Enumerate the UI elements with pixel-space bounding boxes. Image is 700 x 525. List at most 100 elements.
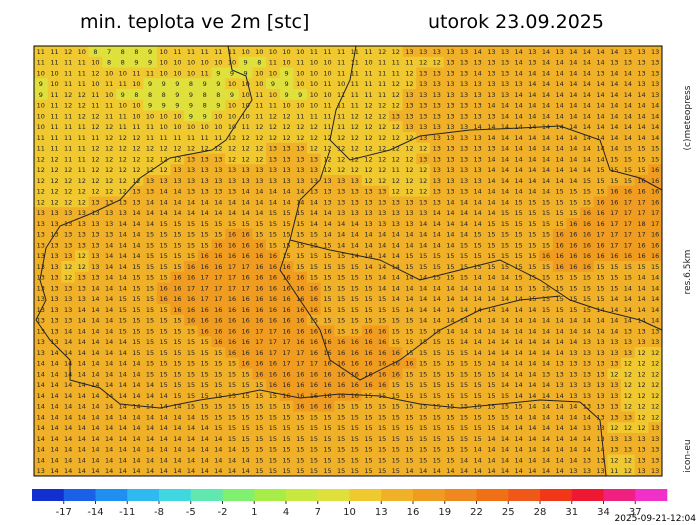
cell-value: 15 <box>446 349 454 357</box>
cell-value: 16 <box>173 306 181 314</box>
cell-value: 14 <box>596 446 604 454</box>
map-title: min. teplota ve 2m [stc] <box>80 11 309 33</box>
temperature-cell <box>74 67 89 79</box>
cell-value: 13 <box>460 123 468 131</box>
temperature-cell <box>238 271 253 283</box>
cell-value: 15 <box>501 263 509 271</box>
temperature-cell <box>88 196 103 208</box>
cell-value: 16 <box>596 209 604 217</box>
temperature-cell <box>429 164 444 176</box>
cell-value: 8 <box>162 91 166 99</box>
temperature-cell <box>621 325 635 337</box>
temperature-cell <box>470 175 485 187</box>
temperature-cell <box>402 46 417 58</box>
temperature-cell <box>580 207 595 219</box>
temperature-cell <box>607 261 622 273</box>
cell-value: 9 <box>230 91 234 99</box>
temperature-cell <box>539 314 554 326</box>
temperature-cell <box>634 379 649 391</box>
temperature-cell <box>539 110 554 122</box>
cell-value: 14 <box>487 284 495 292</box>
cell-value: 14 <box>146 381 154 389</box>
temperature-cell <box>74 121 89 133</box>
cell-value: 14 <box>460 456 468 464</box>
cell-value: 15 <box>405 403 413 411</box>
cell-value: 13 <box>78 295 86 303</box>
temperature-cell <box>34 282 48 294</box>
temperature-cell <box>197 175 212 187</box>
temperature-cell <box>498 433 513 445</box>
temperature-cell <box>416 465 431 477</box>
cell-value: 13 <box>596 403 604 411</box>
cell-value: 15 <box>323 317 331 325</box>
cell-value: 12 <box>378 145 386 153</box>
cell-value: 14 <box>528 145 536 153</box>
temperature-cell <box>375 454 390 466</box>
cell-value: 14 <box>624 80 632 88</box>
temperature-cell <box>252 56 267 68</box>
cell-value: 15 <box>487 220 495 228</box>
temperature-cell <box>307 390 321 402</box>
temperature-cell <box>238 336 253 348</box>
temperature-cell <box>252 304 267 316</box>
country-borders <box>35 45 663 477</box>
cell-value: 8 <box>134 48 138 56</box>
cell-value: 15 <box>160 252 168 260</box>
temperature-cell <box>320 293 335 305</box>
temperature-cell <box>457 250 472 262</box>
cell-value: 12 <box>378 102 386 110</box>
temperature-cell <box>484 443 499 455</box>
cell-value: 14 <box>651 274 659 282</box>
cell-value: 15 <box>596 263 604 271</box>
cell-value: 15 <box>351 295 359 303</box>
temperature-cell <box>320 368 335 380</box>
temperature-cell <box>184 121 199 133</box>
temperature-cell <box>429 175 444 187</box>
temperature-cell <box>129 325 144 337</box>
temperature-cell <box>388 304 403 316</box>
cell-value: 12 <box>91 155 99 163</box>
border-line <box>35 45 607 477</box>
temperature-cell <box>129 411 144 423</box>
cell-value: 14 <box>542 69 550 77</box>
temperature-cell <box>225 153 240 165</box>
temperature-cell <box>143 422 158 434</box>
temperature-cell <box>88 379 103 391</box>
cell-value: 12 <box>310 145 318 153</box>
temperature-cell <box>102 336 117 348</box>
cell-value: 16 <box>241 360 249 368</box>
cell-value: 15 <box>241 381 249 389</box>
temperature-cell <box>593 142 608 154</box>
cell-value: 15 <box>269 209 277 217</box>
cell-value: 13 <box>474 102 482 110</box>
cell-value: 14 <box>228 446 236 454</box>
cell-value: 13 <box>610 446 618 454</box>
cell-value: 13 <box>433 177 441 185</box>
cell-value: 13 <box>378 209 386 217</box>
temperature-cell <box>34 261 48 273</box>
temperature-cell <box>388 411 403 423</box>
cell-value: 14 <box>173 424 181 432</box>
cell-value: 14 <box>487 123 495 131</box>
cell-value: 12 <box>146 166 154 174</box>
cell-value: 14 <box>624 284 632 292</box>
cell-value: 12 <box>624 467 632 475</box>
cell-value: 15 <box>378 446 386 454</box>
cell-value: 15 <box>474 392 482 400</box>
temperature-cell <box>634 185 649 197</box>
temperature-cell <box>634 207 649 219</box>
cell-value: 14 <box>569 166 577 174</box>
temperature-cell <box>348 175 362 187</box>
temperature-cell <box>279 379 294 391</box>
cell-value: 9 <box>189 91 193 99</box>
temperature-cell <box>607 325 622 337</box>
temperature-cell <box>525 46 540 58</box>
cell-value: 13 <box>460 188 468 196</box>
cell-value: 14 <box>119 241 127 249</box>
cell-value: 12 <box>624 456 632 464</box>
temperature-cell <box>429 433 444 445</box>
temperature-cell <box>566 142 581 154</box>
temperature-cell <box>197 293 212 305</box>
temperature-cell <box>525 132 540 144</box>
temperature-cell <box>211 218 226 230</box>
